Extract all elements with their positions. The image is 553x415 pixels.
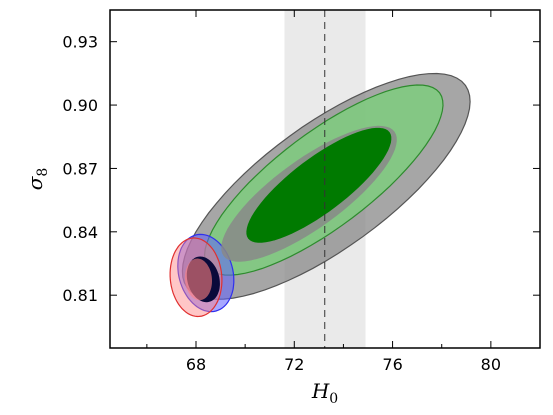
x-tick-label: 72 — [284, 355, 304, 374]
y-tick-label: 0.93 — [62, 33, 98, 52]
y-axis-ticks: 0.81 0.84 0.87 0.90 0.93 — [62, 33, 540, 305]
contour-red-inner — [184, 258, 212, 301]
y-axis-label: σ8 — [23, 168, 51, 191]
x-axis-label-main: H — [311, 379, 330, 403]
x-axis-ticks: 68 72 76 80 — [146, 10, 541, 374]
x-tick-label: 80 — [481, 355, 501, 374]
y-tick-label: 0.87 — [62, 159, 98, 178]
x-axis-label: H0 — [311, 379, 338, 407]
x-tick-label: 68 — [186, 355, 206, 374]
y-tick-label: 0.90 — [62, 96, 98, 115]
y-tick-label: 0.84 — [62, 223, 98, 242]
plot-frame — [109, 9, 541, 349]
y-axis-label-main: σ — [23, 175, 47, 190]
y-axis-label-sub: 8 — [35, 168, 51, 177]
contour-green-inner — [246, 127, 392, 243]
x-axis-label-sub: 0 — [329, 391, 338, 407]
contour-layer — [169, 72, 471, 318]
y-tick-label: 0.81 — [62, 286, 98, 305]
x-tick-label: 76 — [382, 355, 402, 374]
